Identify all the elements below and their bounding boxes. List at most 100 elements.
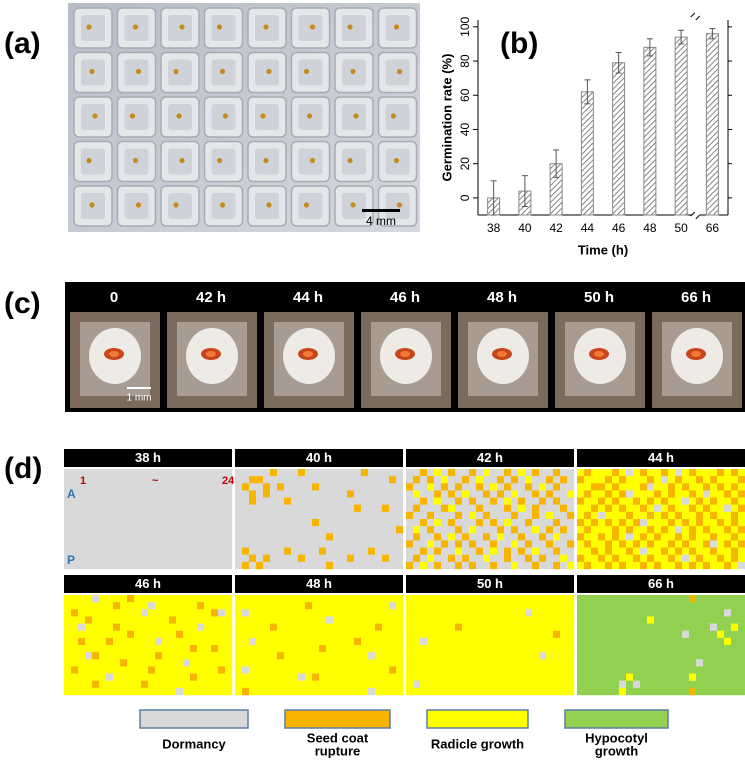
heatmap-cell bbox=[640, 645, 647, 652]
heatmap-cell bbox=[134, 548, 141, 555]
heatmap-cell bbox=[462, 666, 469, 673]
heatmap-cell bbox=[546, 548, 553, 555]
heatmap-cell bbox=[78, 505, 85, 512]
well-floor bbox=[342, 15, 366, 41]
heatmap-cell bbox=[427, 562, 434, 569]
heatmap-cell bbox=[490, 498, 497, 505]
heatmap-cell bbox=[717, 645, 724, 652]
heatmap-cell bbox=[654, 476, 661, 483]
heatmap-cell bbox=[197, 659, 204, 666]
heatmap-cell bbox=[406, 674, 413, 681]
heatmap-cell bbox=[256, 666, 263, 673]
heatmap-cell bbox=[218, 540, 225, 547]
heatmap-cell bbox=[291, 602, 298, 609]
heatmap-cell bbox=[577, 469, 584, 476]
heatmap-cell bbox=[703, 519, 710, 526]
heatmap-cell bbox=[497, 659, 504, 666]
heatmap-cell bbox=[204, 609, 211, 616]
heatmap-cell bbox=[396, 609, 403, 616]
heatmap-cell bbox=[490, 483, 497, 490]
heatmap-cell bbox=[270, 595, 277, 602]
heatmap-cell bbox=[434, 595, 441, 602]
heatmap-cell bbox=[483, 483, 490, 490]
heatmap-cell bbox=[717, 631, 724, 638]
heatmap-cell bbox=[668, 674, 675, 681]
heatmap-cell bbox=[490, 609, 497, 616]
heatmap-cell bbox=[546, 688, 553, 695]
heatmap-cell bbox=[134, 519, 141, 526]
heatmap-cell bbox=[682, 595, 689, 602]
heatmap-cell bbox=[703, 609, 710, 616]
heatmap-cell bbox=[455, 519, 462, 526]
heatmap-cell bbox=[190, 674, 197, 681]
heatmap-cell bbox=[263, 638, 270, 645]
heatmap-cell bbox=[525, 602, 532, 609]
heatmap-cell bbox=[78, 540, 85, 547]
heatmap-cell bbox=[375, 666, 382, 673]
heatmap-cell bbox=[312, 562, 319, 569]
heatmap-cell bbox=[277, 519, 284, 526]
heatmap-cell bbox=[169, 533, 176, 540]
heatmap-cell bbox=[598, 505, 605, 512]
heatmap-cell bbox=[78, 548, 85, 555]
heatmap-cell bbox=[689, 483, 696, 490]
heatmap-cell bbox=[525, 548, 532, 555]
heatmap-cell bbox=[305, 681, 312, 688]
heatmap-cell bbox=[525, 638, 532, 645]
heatmap-cell bbox=[605, 533, 612, 540]
heatmap-cell bbox=[141, 490, 148, 497]
well-floor bbox=[168, 60, 192, 86]
heatmap-cell bbox=[612, 631, 619, 638]
heatmap-cell bbox=[710, 498, 717, 505]
heatmap-cell bbox=[619, 688, 626, 695]
heatmap-cell bbox=[71, 674, 78, 681]
heatmap-cell bbox=[389, 548, 396, 555]
heatmap-cell bbox=[176, 666, 183, 673]
heatmap-cell bbox=[689, 609, 696, 616]
heatmap-cell bbox=[532, 624, 539, 631]
heatmap-cell bbox=[675, 616, 682, 623]
heatmap-cell bbox=[413, 548, 420, 555]
heatmap-cell bbox=[85, 562, 92, 569]
heatmap-cell bbox=[141, 562, 148, 569]
heatmap-cell bbox=[647, 469, 654, 476]
heatmap-cell bbox=[291, 631, 298, 638]
well-floor bbox=[81, 15, 105, 41]
heatmap-cell bbox=[106, 659, 113, 666]
heatmap-cell bbox=[532, 631, 539, 638]
heatmap-cell bbox=[675, 674, 682, 681]
heatmap-cell bbox=[155, 616, 162, 623]
heatmap-cell bbox=[469, 555, 476, 562]
heatmap-cell bbox=[99, 631, 106, 638]
heatmap-cell bbox=[455, 681, 462, 688]
heatmap-cell bbox=[584, 526, 591, 533]
heatmap-cell bbox=[654, 519, 661, 526]
heatmap-cell bbox=[406, 631, 413, 638]
heatmap-cell bbox=[375, 533, 382, 540]
heatmap-cell bbox=[406, 616, 413, 623]
heatmap-cell bbox=[340, 490, 347, 497]
heatmap-cell bbox=[483, 638, 490, 645]
heatmap-cell bbox=[661, 490, 668, 497]
heatmap-cell bbox=[249, 616, 256, 623]
heatmap-cell bbox=[354, 666, 361, 673]
heatmap-cell bbox=[539, 469, 546, 476]
heatmap-cell bbox=[141, 624, 148, 631]
heatmap-cell bbox=[197, 555, 204, 562]
heatmap-cell bbox=[298, 490, 305, 497]
heatmap-cell bbox=[476, 666, 483, 673]
seed-core bbox=[109, 351, 119, 357]
heatmap-cell bbox=[305, 498, 312, 505]
heatmap-cell bbox=[305, 526, 312, 533]
heatmap-cell bbox=[127, 666, 134, 673]
heatmap-cell bbox=[710, 602, 717, 609]
heatmap-cell bbox=[99, 645, 106, 652]
heatmap-cell bbox=[291, 681, 298, 688]
heatmap-cell bbox=[333, 483, 340, 490]
heatmap-cell bbox=[396, 666, 403, 673]
heatmap-cell bbox=[434, 681, 441, 688]
heatmap-cell bbox=[462, 476, 469, 483]
heatmap-cell bbox=[225, 674, 232, 681]
heatmap-cell bbox=[361, 533, 368, 540]
heatmap-cell bbox=[703, 666, 710, 673]
